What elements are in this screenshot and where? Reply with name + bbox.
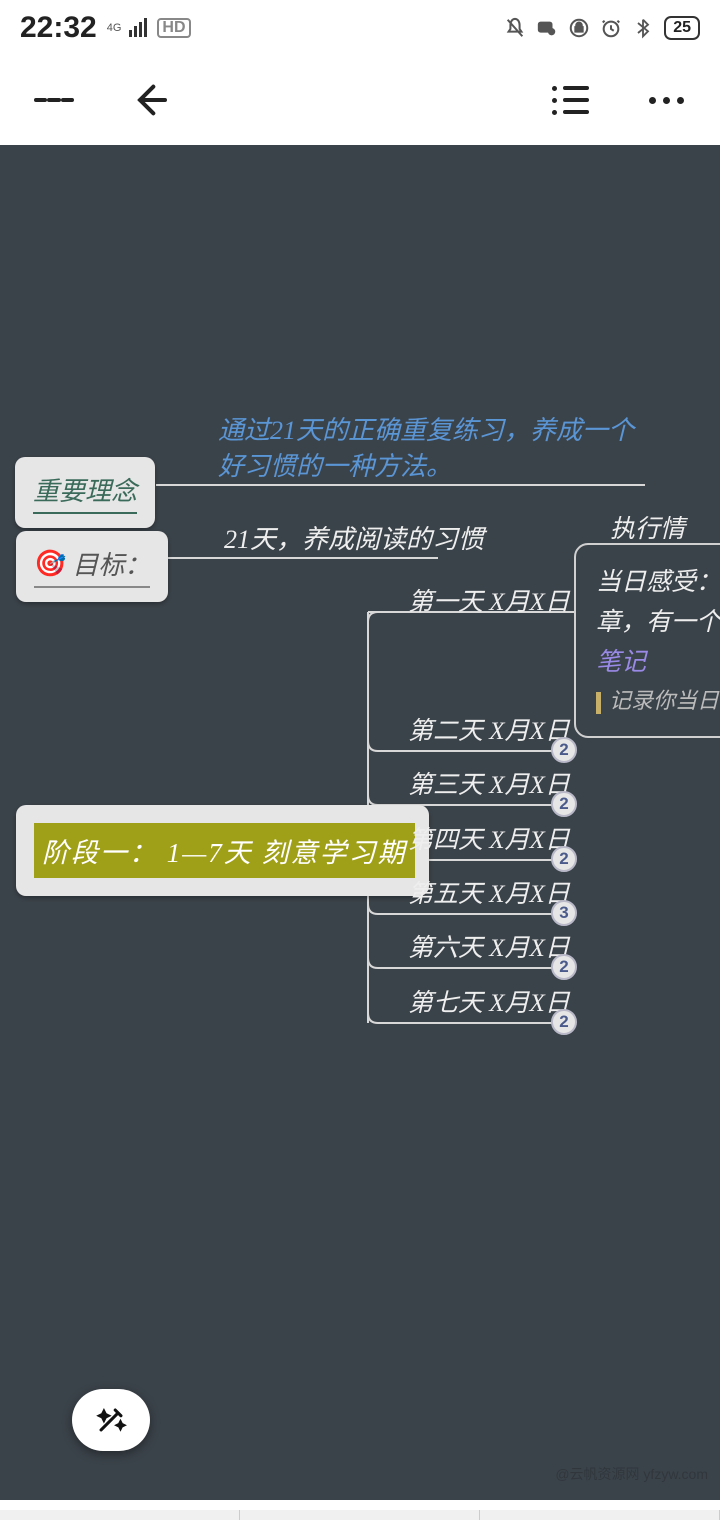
day-2-label[interactable]: 第二天 X月X日 (408, 711, 570, 747)
day-1-detail-box[interactable]: 当日感受： 章，有一个 笔记 记录你当日感 (574, 543, 720, 738)
day-3-label[interactable]: 第三天 X月X日 (408, 765, 570, 801)
detail-content-line: 章，有一个 (596, 603, 720, 643)
hd-indicator: HD (157, 18, 190, 38)
message-icon (536, 17, 558, 39)
day-1-label[interactable]: 第一天 X月X日 (408, 582, 570, 618)
mindmap-canvas[interactable]: 重要理念 通过21天的正确重复练习，养成一个好习惯的一种方法。 🎯目标： 21天… (0, 145, 720, 1500)
bluetooth-icon (632, 17, 654, 39)
menu-button[interactable] (34, 80, 74, 120)
detail-feeling-label: 当日感受： (596, 563, 720, 603)
day-7-count-badge[interactable]: 2 (551, 1009, 577, 1035)
watermark-text: @云帆资源网 yfzyw.com (555, 1464, 708, 1484)
node-phase-1[interactable]: 阶段一： 1—7天 刻意学习期 (16, 805, 429, 896)
day-6-label[interactable]: 第六天 X月X日 (408, 928, 570, 964)
back-button[interactable] (130, 80, 170, 120)
target-icon: 🎯 (34, 549, 66, 579)
lock-icon (568, 17, 590, 39)
node-goal[interactable]: 🎯目标： (16, 531, 168, 602)
more-button[interactable] (646, 80, 686, 120)
battery-indicator: 25 (664, 16, 700, 40)
day-2-count-badge[interactable]: 2 (551, 737, 577, 763)
magic-wand-icon (94, 1403, 128, 1437)
outline-button[interactable] (550, 80, 590, 120)
detail-notes-label: 笔记 (596, 643, 720, 683)
goal-description: 21天，养成阅读的习惯 (224, 519, 484, 556)
quote-bar-icon (596, 692, 601, 714)
node-phase-label: 阶段一： 1—7天 刻意学习期 (34, 823, 415, 878)
node-concept[interactable]: 重要理念 (15, 457, 155, 528)
node-goal-label: 目标： (72, 545, 150, 582)
node-concept-label: 重要理念 (33, 471, 137, 514)
app-toolbar (0, 55, 720, 145)
concept-description: 通过21天的正确重复练习，养成一个好习惯的一种方法。 (218, 413, 648, 486)
detail-quote-text: 记录你当日感 (609, 688, 720, 713)
status-time: 22:32 (20, 11, 97, 45)
day-5-count-badge[interactable]: 3 (551, 900, 577, 926)
day-4-label[interactable]: 第四天 X月X日 (408, 820, 570, 856)
mute-icon (504, 17, 526, 39)
alarm-icon (600, 17, 622, 39)
status-bar: 22:32 4G HD 25 (0, 0, 720, 55)
bottom-nav-bar (0, 1510, 720, 1520)
day-4-count-badge[interactable]: 2 (551, 846, 577, 872)
network-indicator: 4G (107, 23, 122, 33)
day-5-label[interactable]: 第五天 X月X日 (408, 874, 570, 910)
day-7-label[interactable]: 第七天 X月X日 (408, 983, 570, 1019)
signal-icon (129, 18, 147, 37)
day-3-count-badge[interactable]: 2 (551, 791, 577, 817)
magic-fab-button[interactable] (72, 1389, 150, 1451)
day-6-count-badge[interactable]: 2 (551, 954, 577, 980)
